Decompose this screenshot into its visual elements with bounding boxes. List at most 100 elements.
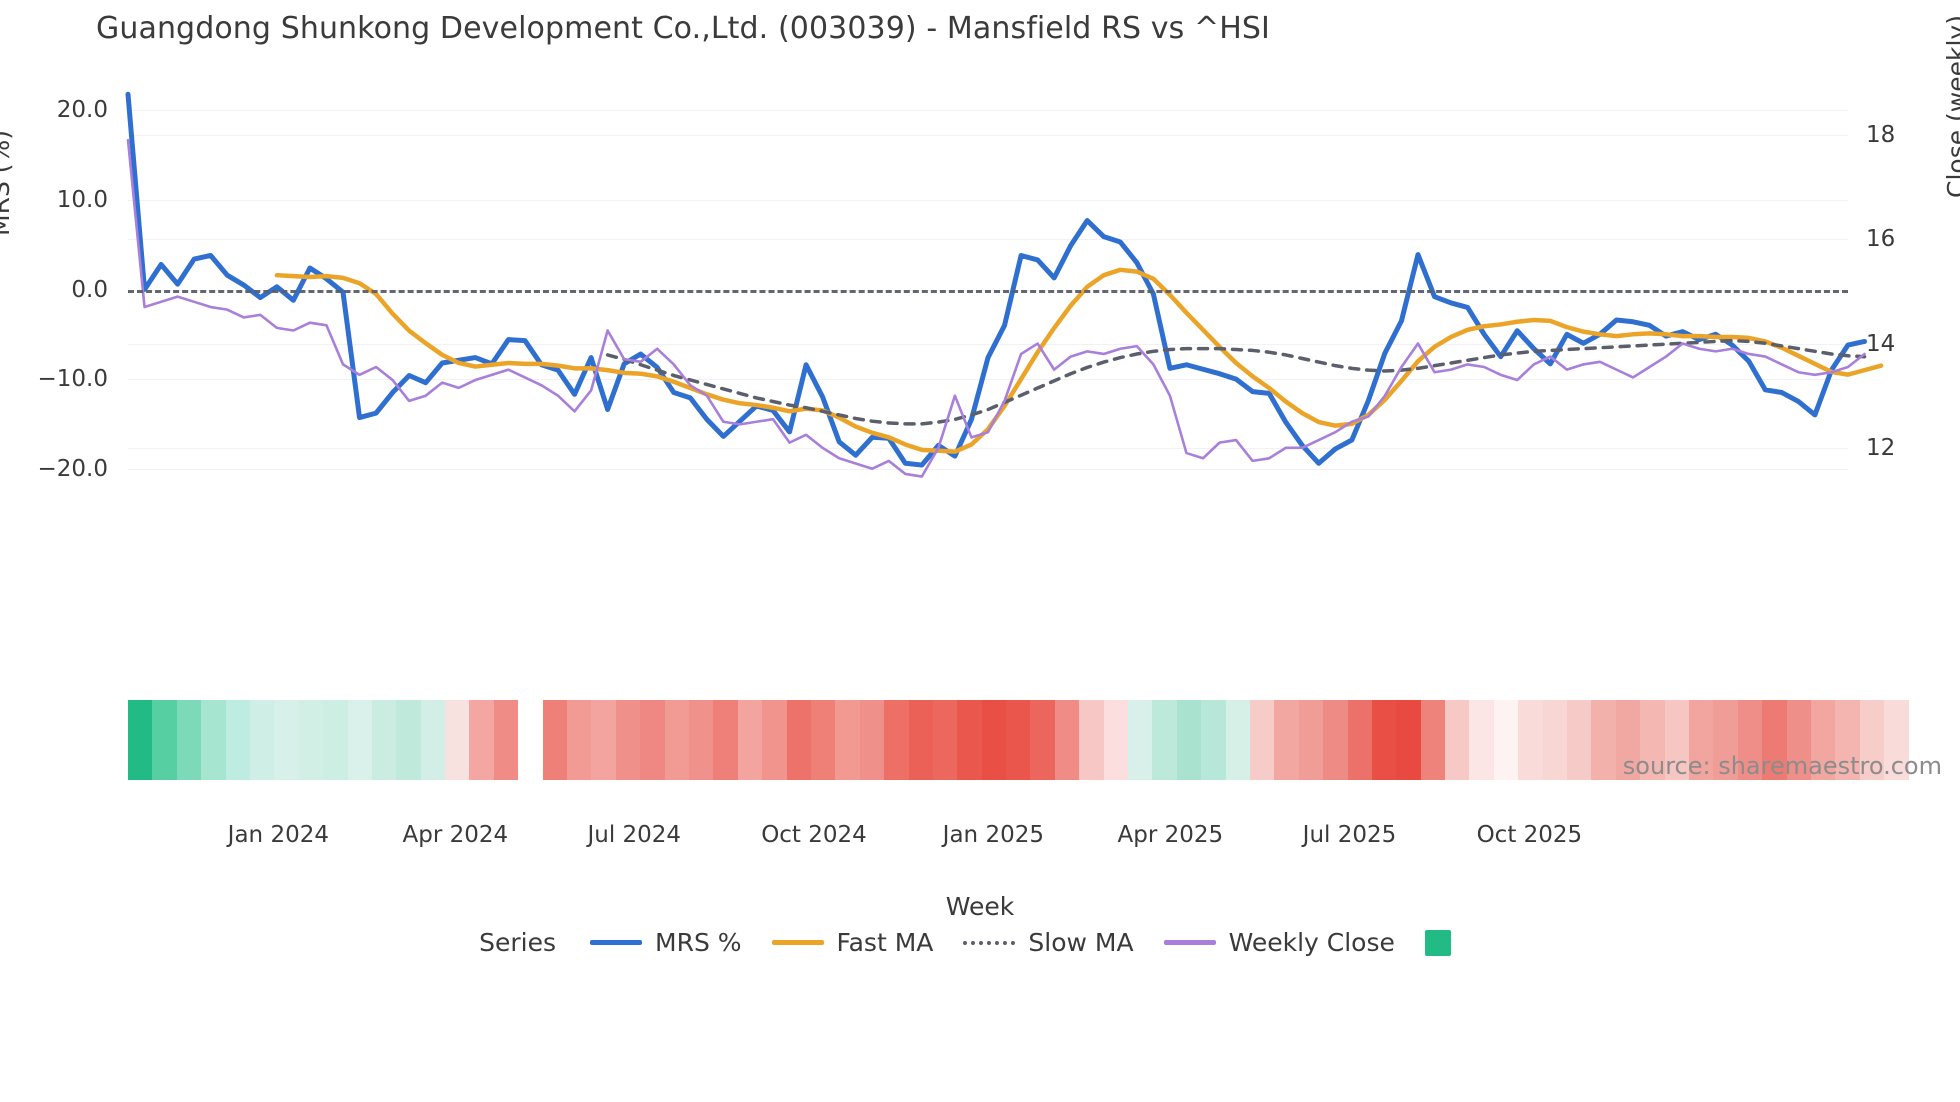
heatmap-band <box>1323 700 1348 780</box>
legend-item[interactable]: Fast MA <box>771 928 934 957</box>
heatmap-band <box>884 700 909 780</box>
heatmap-band <box>1493 700 1519 780</box>
heatmap-band <box>737 700 763 780</box>
y-axis-left-tick-label: −20.0 <box>37 455 108 482</box>
heatmap-band <box>981 700 1007 780</box>
y-axis-right-title: Close (weekly) <box>1942 15 1960 198</box>
heatmap-band <box>201 700 226 780</box>
heatmap-band <box>396 700 421 780</box>
legend-label: Weekly Close <box>1228 928 1395 957</box>
gridline <box>128 134 1848 136</box>
source-watermark: source: sharemaestro.com <box>1622 752 1942 780</box>
heatmap-band <box>225 700 250 780</box>
heatmap-band <box>420 700 446 780</box>
heatmap-band <box>591 700 616 780</box>
heatmap-band <box>1274 700 1299 780</box>
y-axis-right-tick-label: 16 <box>1866 226 1896 253</box>
legend-item[interactable]: Slow MA <box>963 928 1134 957</box>
x-axis-title: Week <box>945 892 1015 921</box>
heatmap-band <box>1201 700 1226 780</box>
heatmap-band <box>810 700 836 780</box>
heatmap-band <box>1469 700 1494 780</box>
legend-label: Slow MA <box>1028 928 1134 957</box>
legend: Series MRS % Fast MA Slow MA Weekly Close <box>0 928 1960 957</box>
x-axis-tick-label: Oct 2025 <box>1476 822 1583 848</box>
heatmap-band <box>1298 700 1324 780</box>
relative-strength-heatmap <box>128 700 1909 780</box>
gridline <box>128 343 1848 345</box>
heatmap-band <box>323 700 348 780</box>
x-axis-tick-label: Apr 2024 <box>402 822 509 848</box>
legend-item[interactable] <box>1424 929 1451 956</box>
heatmap-band <box>615 700 641 780</box>
heatmap-band <box>542 700 568 780</box>
heatmap-band <box>859 700 885 780</box>
heatmap-band <box>1786 700 1811 780</box>
heatmap-band <box>1445 700 1470 780</box>
heatmap-band <box>1347 700 1372 780</box>
legend-color-swatch <box>963 940 1016 945</box>
heatmap-band <box>957 700 982 780</box>
heatmap-band <box>1371 700 1397 780</box>
y-axis-right-tick-label: 14 <box>1866 330 1896 357</box>
series-line-mrs <box>125 91 1868 468</box>
x-axis-tick-label: Jan 2025 <box>942 822 1044 848</box>
heatmap-band <box>1615 700 1641 780</box>
heatmap-band <box>445 700 470 780</box>
heatmap-band <box>1128 700 1153 780</box>
heatmap-band <box>1079 700 1104 780</box>
heatmap-band <box>128 700 153 780</box>
heatmap-band <box>1591 700 1616 780</box>
legend-color-box <box>1424 929 1451 956</box>
heatmap-band <box>1396 700 1421 780</box>
y-axis-right-tick-label: 18 <box>1866 121 1896 148</box>
x-axis-tick-label: Jul 2025 <box>1302 822 1397 848</box>
heatmap-band <box>152 700 177 780</box>
heatmap-band <box>1835 700 1860 780</box>
heatmap-band <box>1762 700 1787 780</box>
heatmap-band <box>1689 700 1714 780</box>
y-axis-left-tick-label: −10.0 <box>37 366 108 393</box>
y-axis-left-tick-label: 20.0 <box>56 97 108 124</box>
heatmap-band <box>1640 700 1665 780</box>
heatmap-band <box>249 700 275 780</box>
plot-area <box>125 88 1884 500</box>
series-lines <box>125 91 1884 478</box>
heatmap-band <box>518 700 543 780</box>
heatmap-band <box>1542 700 1568 780</box>
heatmap-band <box>786 700 811 780</box>
x-axis-tick-label: Jul 2024 <box>587 822 682 848</box>
heatmap-band <box>1518 700 1543 780</box>
heatmap-band <box>1152 700 1177 780</box>
legend-item[interactable]: MRS % <box>590 928 742 957</box>
y-axis-left-tick-label: 0.0 <box>71 276 108 303</box>
legend-color-swatch <box>1163 940 1216 945</box>
gridline <box>128 468 1848 470</box>
legend-title: Series <box>479 928 557 957</box>
heatmap-band <box>176 700 202 780</box>
legend-item[interactable]: Weekly Close <box>1163 928 1395 957</box>
heatmap-band <box>835 700 860 780</box>
heatmap-band <box>1054 700 1080 780</box>
heatmap-band <box>1713 700 1738 780</box>
heatmap-band <box>664 700 689 780</box>
heatmap-band <box>567 700 592 780</box>
heatmap-band <box>713 700 738 780</box>
y-axis-left-title: MRS (%) <box>0 129 15 236</box>
x-axis-tick-label: Apr 2025 <box>1117 822 1224 848</box>
heatmap-band <box>1006 700 1031 780</box>
heatmap-band <box>298 700 324 780</box>
x-axis-tick-label: Jan 2024 <box>227 822 329 848</box>
heatmap-band <box>371 700 397 780</box>
heatmap-band <box>1737 700 1763 780</box>
heatmap-band <box>688 700 714 780</box>
legend-color-swatch <box>590 940 643 945</box>
gridline <box>128 239 1848 241</box>
heatmap-band <box>347 700 372 780</box>
heatmap-band <box>1225 700 1250 780</box>
legend-label: Fast MA <box>836 928 934 957</box>
heatmap-band <box>1884 700 1909 780</box>
heatmap-band <box>1567 700 1592 780</box>
heatmap-band <box>1176 700 1202 780</box>
